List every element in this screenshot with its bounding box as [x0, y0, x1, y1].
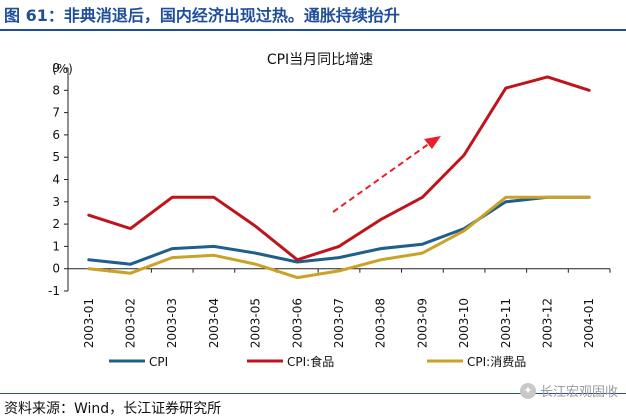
title-rule	[0, 29, 626, 31]
y-axis: -1 0 1 2 3 4 5 6 7 8 9	[48, 61, 68, 298]
y-tick-label: 6	[52, 128, 60, 142]
figure-title: 图 61：非典消退后，国内经济出现过热。通胀持续抬升	[4, 6, 400, 25]
legend: CPI CPI:食品 CPI:消费品	[109, 354, 526, 369]
y-tick-label: 9	[52, 61, 60, 75]
y-tick-label: 5	[52, 150, 60, 164]
x-tick-label: 2003-04	[207, 298, 221, 348]
wechat-icon: ✦	[519, 382, 536, 399]
trend-arrow	[332, 136, 441, 213]
legend-label: CPI	[149, 355, 168, 369]
x-tick-label: 2003-06	[290, 298, 304, 348]
x-tick-label: 2003-08	[374, 298, 388, 348]
watermark: ✦ 长江宏观固收	[519, 381, 618, 400]
series-line-3	[87, 195, 591, 280]
x-tick-label: 2003-10	[457, 298, 471, 348]
x-tick-label: 2003-07	[332, 298, 346, 348]
y-tick-label: 1	[52, 239, 60, 253]
series-line-1	[87, 195, 591, 266]
chart-title: CPI当月同比增速	[267, 52, 373, 68]
y-tick-label: 7	[52, 106, 60, 120]
series-line-2	[87, 75, 591, 262]
y-tick-label: -1	[48, 284, 60, 298]
y-tick-label: 2	[52, 217, 60, 231]
x-tick-label: 2003-03	[165, 298, 179, 348]
y-tick-label: 4	[52, 173, 60, 187]
series-lines	[87, 75, 591, 280]
y-tick-label: 8	[52, 83, 60, 97]
legend-label: CPI:食品	[287, 354, 334, 369]
x-tick-label: 2003-09	[415, 298, 429, 348]
x-axis: 2003-01 2003-02 2003-03 2003-04 2003-05 2003-…	[67, 268, 611, 348]
source-rule	[0, 393, 626, 394]
source-note: 资料来源：Wind，长江证券研究所	[4, 401, 222, 417]
y-tick-label: 0	[52, 262, 60, 276]
x-tick-label: 2003-12	[540, 298, 554, 348]
x-tick-label: 2003-11	[499, 298, 513, 348]
x-tick-label: 2003-01	[82, 298, 96, 348]
watermark-text: 长江宏观固收	[539, 385, 618, 400]
y-tick-label: 3	[52, 195, 60, 209]
x-tick-label: 2004-01	[582, 298, 596, 348]
x-tick-label: 2003-05	[249, 298, 263, 348]
x-tick-label: 2003-02	[124, 298, 138, 348]
legend-label: CPI:消费品	[467, 355, 526, 369]
trend-arrow-head	[424, 136, 441, 149]
